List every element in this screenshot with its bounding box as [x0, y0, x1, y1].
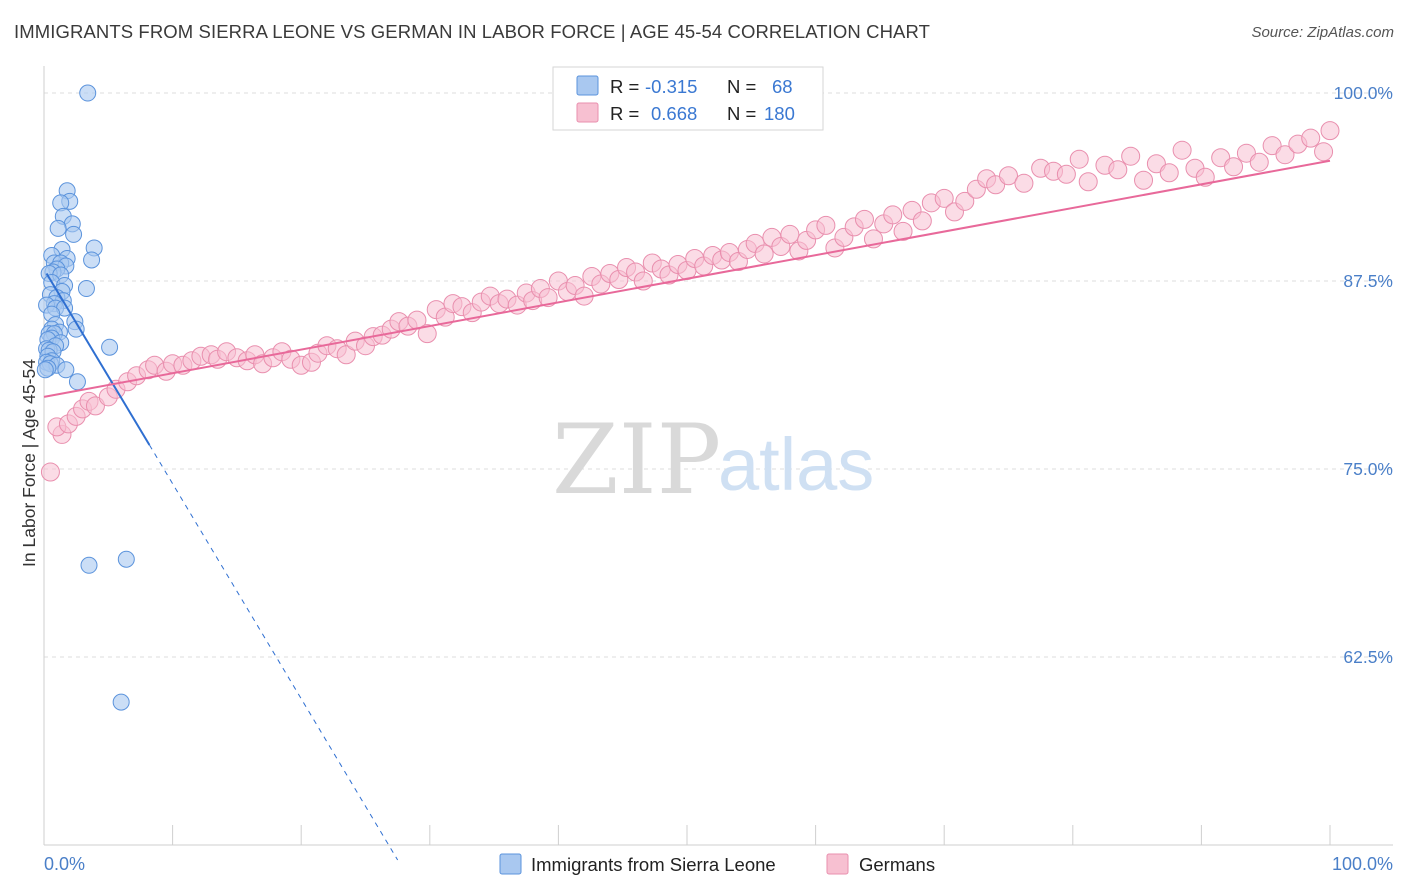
stats-legend-r-label-blue: R =: [610, 76, 639, 97]
germans-point: [1134, 170, 1154, 190]
germans-point: [816, 215, 836, 235]
germans-point: [1056, 164, 1076, 184]
bottom-legend-label-germans: Germans: [859, 854, 935, 875]
y-tick-label: 75.0%: [1343, 459, 1393, 479]
germans-point: [1262, 136, 1282, 156]
bottom-legend-swatch-blue: [499, 853, 522, 875]
axes: [43, 66, 1393, 846]
germans-point: [1069, 149, 1089, 169]
y-tick-labels: 62.5% 75.0% 87.5% 100.0%: [1334, 83, 1393, 667]
bottom-legend-swatch-pink: [826, 853, 849, 875]
stats-legend-swatch-pink: [576, 102, 599, 123]
germans-point: [893, 221, 913, 241]
stats-legend-r-value-blue: -0.315: [645, 76, 697, 97]
germans-point: [1014, 173, 1034, 193]
trend-lines: [43, 159, 1331, 861]
germans-point: [883, 205, 903, 225]
stats-legend-swatch-blue: [576, 75, 599, 96]
x-tick-label-min: 0.0%: [44, 854, 85, 874]
sierra-leone-point: [77, 280, 95, 298]
x-tick-label-max: 100.0%: [1332, 854, 1393, 874]
sierra-leone-point: [101, 338, 119, 356]
stats-legend-n-label-pink: N =: [727, 103, 756, 124]
y-axis-label: In Labor Force | Age 45-54: [19, 359, 39, 567]
germans-point: [1301, 128, 1321, 148]
grid: [44, 92, 1393, 658]
sierra-leone-points: [36, 84, 135, 711]
y-tick-label: 100.0%: [1334, 83, 1393, 103]
germans-point: [1211, 148, 1231, 168]
sierra-leone-point: [79, 84, 97, 102]
germans-point: [1195, 167, 1215, 187]
germans-point: [999, 166, 1018, 186]
germans-point: [1275, 145, 1295, 165]
germans-trend-line: [43, 159, 1331, 398]
sierra-leone-point: [112, 693, 130, 711]
sierra-leone-point: [65, 225, 83, 243]
germans-point: [854, 209, 874, 229]
sierra-leone-trend-extension: [149, 444, 399, 861]
germans-point: [1108, 160, 1128, 180]
germans-point: [1078, 172, 1098, 192]
stats-legend-n-label-blue: N =: [727, 76, 756, 97]
bottom-legend-label-sierra-leone: Immigrants from Sierra Leone: [531, 854, 776, 875]
sierra-leone-point: [57, 361, 75, 379]
germans-point: [1314, 142, 1334, 162]
watermark-zip: ZIP: [552, 404, 721, 516]
y-tick-label: 62.5%: [1343, 647, 1393, 667]
germans-point: [754, 244, 774, 264]
watermark-atlas: atlas: [718, 423, 874, 506]
chart-title: IMMIGRANTS FROM SIERRA LEONE VS GERMAN I…: [14, 21, 931, 42]
germans-point: [780, 224, 800, 244]
germans-point: [1249, 152, 1269, 172]
germans-point: [538, 288, 558, 308]
germans-points: [40, 121, 1340, 482]
sierra-leone-point: [80, 556, 98, 574]
germans-point: [40, 462, 60, 482]
germans-point: [1224, 157, 1244, 177]
bottom-legend: Immigrants from Sierra Leone Germans: [499, 853, 935, 875]
germans-point: [1159, 163, 1179, 183]
stats-legend-n-value-blue: 68: [772, 76, 793, 97]
germans-point: [85, 396, 105, 416]
germans-point: [986, 175, 1006, 195]
germans-point: [336, 345, 356, 365]
sierra-leone-point: [49, 219, 67, 237]
sierra-leone-point: [117, 550, 135, 568]
y-tick-label: 87.5%: [1343, 271, 1393, 291]
germans-point: [417, 324, 437, 344]
germans-point: [1172, 140, 1192, 160]
chart-source: Source: ZipAtlas.com: [1251, 24, 1394, 41]
sierra-leone-point: [68, 373, 86, 391]
stats-legend-n-value-pink: 180: [764, 103, 795, 124]
germans-point: [912, 211, 932, 231]
germans-point: [1320, 121, 1340, 141]
stats-legend-r-label-pink: R =: [610, 103, 639, 124]
stats-legend-r-value-pink: 0.668: [651, 103, 697, 124]
sierra-leone-trend-line: [45, 272, 151, 446]
sierra-leone-point: [36, 361, 54, 379]
germans-point: [1121, 146, 1141, 166]
stats-legend: R = -0.315 N = 68 R = 0.668 N = 180: [552, 66, 824, 131]
germans-point: [1236, 143, 1256, 163]
sierra-leone-point: [83, 251, 101, 269]
germans-point: [1146, 154, 1166, 174]
germans-point: [934, 188, 954, 208]
germans-point: [955, 191, 975, 211]
